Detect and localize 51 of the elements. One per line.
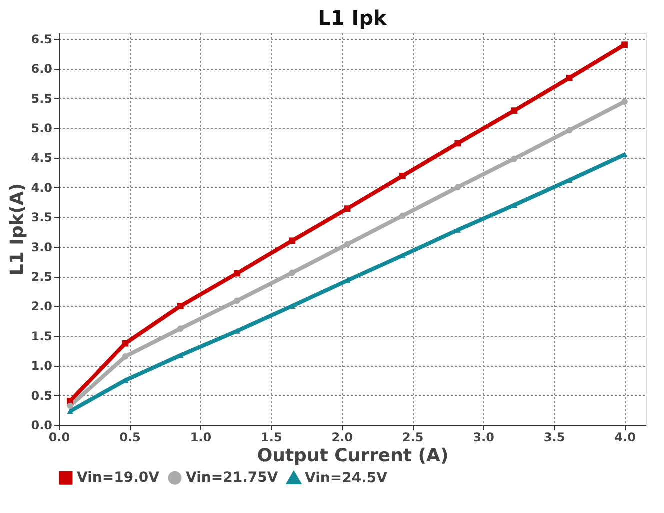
point — [177, 303, 184, 310]
legend-label: Vin=24.5V — [305, 470, 388, 486]
x-tick-label: 0.5 — [120, 430, 141, 444]
x-tick-label: 3.0 — [473, 430, 494, 444]
y-tick-label: 2.0 — [31, 300, 52, 314]
y-tick-label: 1.0 — [31, 359, 52, 374]
point — [511, 156, 518, 162]
point — [622, 98, 628, 106]
point — [234, 298, 240, 304]
point — [400, 212, 406, 220]
y-tick-label: 0.5 — [31, 388, 52, 403]
point — [400, 172, 406, 180]
x-tick-label: 2.0 — [332, 430, 354, 444]
chart-title: L1 Ipk — [318, 6, 388, 30]
y-tick-label: 0.0 — [31, 418, 52, 432]
x-tick-label: 1.5 — [261, 430, 282, 444]
y-tick-label: 3.5 — [31, 210, 52, 225]
point — [344, 241, 351, 248]
x-tick-label: 4.0 — [614, 430, 636, 444]
point — [511, 108, 518, 114]
y-tick-label: 1.5 — [31, 329, 52, 344]
point — [289, 238, 296, 244]
point — [454, 140, 462, 147]
point — [566, 127, 573, 134]
point — [122, 354, 129, 360]
point — [454, 184, 462, 191]
y-tick-label: 6.0 — [31, 62, 52, 76]
y-tick-label: 5.5 — [31, 92, 52, 106]
point — [622, 42, 628, 48]
y-tick-label: 6.5 — [31, 32, 52, 46]
x-axis-title: Output Current (A) — [257, 446, 449, 466]
point — [67, 408, 74, 414]
y-tick-label: 5.0 — [31, 122, 52, 136]
point — [67, 402, 74, 410]
legend-label: Vin=19.0V — [77, 470, 160, 486]
point — [122, 340, 129, 347]
x-tick-label: 0.0 — [48, 430, 70, 444]
point — [566, 74, 573, 82]
point — [344, 206, 351, 212]
point — [289, 270, 296, 276]
y-axis-title: L1 Ipk(A) — [7, 183, 28, 276]
x-tick-label: 2.5 — [402, 430, 424, 444]
y-tick-label: 3.0 — [31, 240, 52, 254]
x-tick-label: 3.5 — [544, 430, 566, 444]
x-tick-label: 1.0 — [190, 430, 212, 444]
y-tick-label: 4.5 — [31, 151, 52, 166]
y-tick-label: 4.0 — [31, 180, 52, 195]
legend-label: Vin=21.75V — [186, 470, 278, 486]
point — [234, 270, 240, 277]
y-tick-label: 2.5 — [31, 270, 52, 284]
point — [177, 326, 184, 332]
